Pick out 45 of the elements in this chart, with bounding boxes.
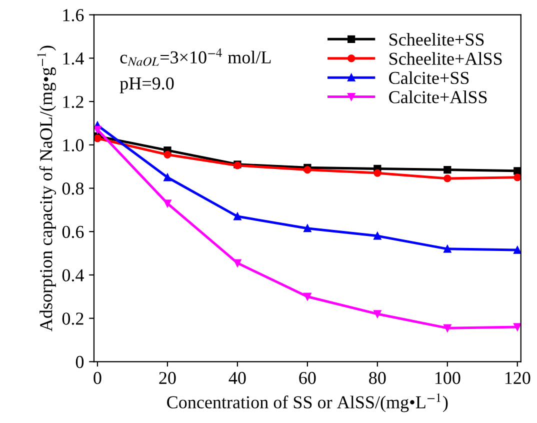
- x-tick-label: 120: [505, 372, 530, 384]
- point: [164, 200, 172, 208]
- y-tick-label: 0.8: [62, 182, 84, 195]
- point: [374, 310, 382, 318]
- legend-label: Scheelite+AlSS: [390, 52, 502, 65]
- y-tick-label: 0: [76, 356, 84, 368]
- point: [234, 212, 242, 220]
- annotation: pH=9.0: [120, 77, 174, 94]
- annotation: c$_{NaOL}$=3×10$^{−4}$ mol/L: [120, 48, 271, 66]
- legend-label: Calcite+SS: [389, 71, 469, 84]
- point: [304, 292, 312, 300]
- point: [304, 166, 312, 174]
- point: [444, 324, 452, 332]
- point: [444, 166, 452, 174]
- point: [514, 323, 521, 331]
- y-axis-title: Adsorption capacity of NaOL/(mg•g$^{−1}$): [37, 46, 56, 332]
- y-tick-label: 0.6: [62, 226, 84, 238]
- x-tick-label: 80: [369, 372, 386, 384]
- x-tick-label: 40: [228, 372, 246, 384]
- y-tick-label: 0.4: [62, 269, 84, 282]
- point: [374, 232, 382, 240]
- point: [94, 126, 102, 134]
- point: [94, 134, 102, 142]
- x-tick-label: 20: [159, 372, 176, 384]
- point: [444, 245, 452, 253]
- y-tick-label: 1.6: [63, 9, 84, 22]
- x-tick-label: 60: [299, 372, 316, 384]
- point: [304, 224, 312, 232]
- y-tick-label: 1.2: [63, 96, 84, 108]
- point: [164, 174, 172, 182]
- legend-label: Scheelite+SS: [390, 32, 484, 46]
- y-tick-label: 0.2: [62, 312, 84, 325]
- point: [234, 259, 242, 267]
- point: [164, 150, 172, 158]
- point: [444, 174, 452, 182]
- x-axis-title: Concentration of SS or AlSS/(mg•L$^{−1}$): [167, 393, 448, 412]
- x-tick-label: 0: [94, 372, 102, 384]
- y-tick-label: 1.0: [63, 139, 84, 152]
- point: [514, 174, 521, 182]
- y-tick-label: 1.4: [63, 52, 84, 65]
- point: [514, 167, 521, 175]
- x-tick-label: 100: [435, 372, 460, 384]
- point: [514, 246, 521, 254]
- point: [374, 169, 382, 177]
- legend-label: Calcite+AlSS: [389, 90, 487, 104]
